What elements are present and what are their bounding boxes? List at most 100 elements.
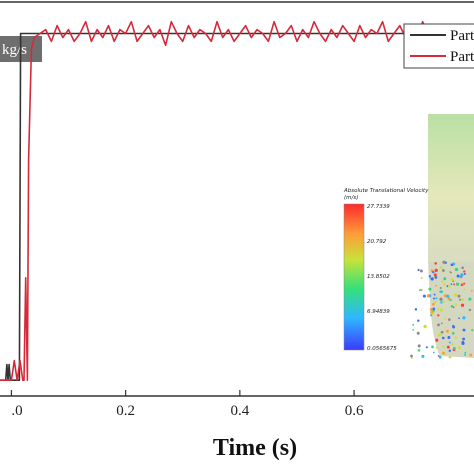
colorbar-tick-3: 13.8502 <box>367 274 390 280</box>
particle-dot <box>452 347 456 350</box>
particle-dot <box>432 303 435 306</box>
particle-dot <box>461 298 465 301</box>
particle-dot <box>450 304 454 308</box>
legend-label-1: Part <box>450 28 474 44</box>
particle-dot <box>434 262 437 265</box>
particle-dot <box>445 329 449 333</box>
colorbar-gradient <box>343 203 365 351</box>
particle-dot <box>443 294 447 298</box>
particle-dot <box>416 331 420 335</box>
particle-dot <box>460 303 465 307</box>
inset-simulation <box>410 114 474 359</box>
particle-dot <box>441 280 444 283</box>
particle-dot <box>448 349 451 352</box>
particle-dot <box>437 308 440 311</box>
particle-dot <box>463 282 466 285</box>
series-line-1 <box>0 32 474 382</box>
particle-column <box>428 114 474 264</box>
particle-dot <box>455 282 460 286</box>
particle-dot <box>422 294 426 298</box>
colorbar-tick-4: 6.94839 <box>367 309 390 315</box>
particle-dot <box>417 268 420 272</box>
particle-dot <box>412 323 415 326</box>
particle-dot <box>435 346 438 349</box>
particle-dot <box>440 290 443 294</box>
particle-dot <box>461 266 464 270</box>
particle-dot <box>429 308 433 311</box>
particle-dot <box>417 349 421 352</box>
particle-dot <box>449 271 451 273</box>
particle-dot <box>435 284 438 287</box>
particle-dot <box>454 303 458 306</box>
particle-dot <box>469 353 473 357</box>
particle-dot <box>460 283 463 287</box>
particle-dot <box>442 351 445 355</box>
particle-dot <box>412 328 415 331</box>
unit-label: kg/s <box>2 42 27 58</box>
particle-dot <box>439 287 442 289</box>
particle-dot <box>452 306 455 309</box>
particle-dot <box>417 319 420 322</box>
particle-dot <box>457 294 461 298</box>
particle-dot <box>419 289 421 292</box>
particle-dot <box>444 317 447 320</box>
particle-dot <box>435 338 439 342</box>
particle-dot <box>430 277 434 281</box>
particle-dot <box>470 289 473 292</box>
particle-dot <box>450 283 453 285</box>
particle-dot <box>461 340 465 344</box>
particle-dot <box>448 355 452 359</box>
particle-dot <box>441 336 445 340</box>
particle-dot <box>434 276 438 279</box>
series-layer <box>0 20 474 382</box>
particle-dot <box>443 277 447 281</box>
particle-dot <box>432 307 436 311</box>
particle-dot <box>464 351 467 354</box>
x-axis-title: Time (s) <box>213 435 297 461</box>
particle-dot <box>442 260 446 264</box>
particle-dot <box>443 283 446 286</box>
particle-dot <box>462 316 466 320</box>
particle-dot <box>462 337 466 341</box>
particle-dot <box>460 273 464 277</box>
particle-dot <box>429 276 431 279</box>
particle-dot <box>448 341 451 344</box>
particle-dot <box>447 284 451 288</box>
particle-dot <box>439 308 444 312</box>
particle-dot <box>430 310 433 313</box>
particle-dot <box>426 294 431 298</box>
particle-dot <box>453 293 458 297</box>
particle-dot <box>433 273 437 277</box>
particle-dot <box>432 270 435 274</box>
particle-dot <box>442 300 445 303</box>
particle-dot <box>464 353 467 356</box>
particle-dot <box>420 288 423 292</box>
colorbar-tick-5: 0.0565675 <box>367 346 397 352</box>
particle-dot <box>437 314 440 317</box>
particle-dot <box>437 354 440 357</box>
series-line-2 <box>0 20 469 382</box>
plot-frame <box>0 1 474 397</box>
particle-dot <box>440 330 444 334</box>
particle-dot <box>463 270 466 273</box>
particle-dot <box>433 300 437 304</box>
colorbar: Absolute Translational Velocity (m/s) 27… <box>343 188 429 352</box>
legend-label-2: Part <box>450 49 474 65</box>
particle-dot <box>435 297 438 300</box>
particle-dot <box>442 269 445 272</box>
particle-dot <box>437 333 441 337</box>
particle-dot <box>417 344 421 348</box>
particle-dot <box>463 288 466 291</box>
particle-dot <box>440 333 443 336</box>
particle-dot <box>454 336 458 339</box>
particle-dot <box>451 343 454 346</box>
particle-dot <box>442 345 445 348</box>
particle-dot <box>421 354 425 358</box>
particle-dot <box>453 283 456 286</box>
particle-dot <box>448 318 451 321</box>
particle-dot <box>428 287 432 291</box>
particle-dot <box>471 329 474 332</box>
particle-dot <box>468 308 472 312</box>
particle-dot <box>431 312 434 315</box>
